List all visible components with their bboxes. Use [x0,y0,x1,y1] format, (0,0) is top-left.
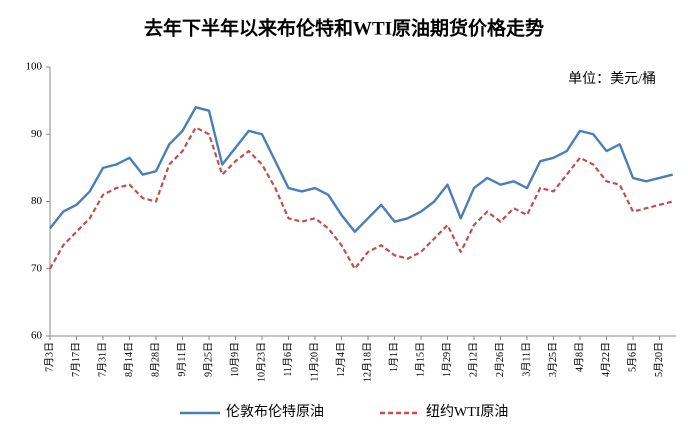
y-tick-label: 100 [26,61,43,73]
x-tick-label: 9月11日 [176,342,188,377]
x-tick-label: 4月8日 [573,342,585,372]
x-tick-label: 7月17日 [70,342,82,377]
x-tick-label: 1月29日 [441,342,453,377]
x-tick-label: 9月25日 [202,342,214,377]
x-tick-label: 3月11日 [520,342,532,377]
legend-label: 伦敦布伦特原油 [226,404,324,420]
x-tick-label: 1月1日 [388,342,400,372]
x-tick-label: 1月15日 [414,342,426,377]
x-tick-label: 11月20日 [308,342,320,382]
x-tick-label: 4月22日 [600,342,612,377]
x-tick-label: 12月4日 [335,342,347,377]
y-tick-label: 70 [31,262,43,274]
y-tick-label: 60 [31,330,43,342]
x-tick-label: 10月23日 [255,342,267,382]
x-tick-label: 2月26日 [494,342,506,377]
x-tick-label: 2月12日 [467,342,479,377]
series-line [49,126,674,270]
legend-label: 纽约WTI原油 [426,404,508,420]
x-tick-label: 7月31日 [96,342,108,377]
series-line [49,106,674,233]
x-tick-label: 5月6日 [626,342,638,372]
x-tick-label: 5月20日 [653,342,665,377]
x-tick-label: 8月14日 [123,342,135,377]
y-tick-label: 80 [31,195,43,207]
x-tick-label: 7月3日 [43,342,55,372]
x-tick-label: 12月18日 [361,342,373,382]
unit-label: 单位：美元/桶 [568,71,656,87]
x-tick-label: 10月9日 [229,342,241,377]
x-tick-label: 11月6日 [282,342,294,377]
x-tick-label: 3月25日 [547,342,559,377]
chart-title: 去年下半年以来布伦特和WTI原油期货价格走势 [144,16,544,39]
y-tick-label: 90 [31,128,43,140]
x-tick-label: 8月28日 [149,342,161,377]
